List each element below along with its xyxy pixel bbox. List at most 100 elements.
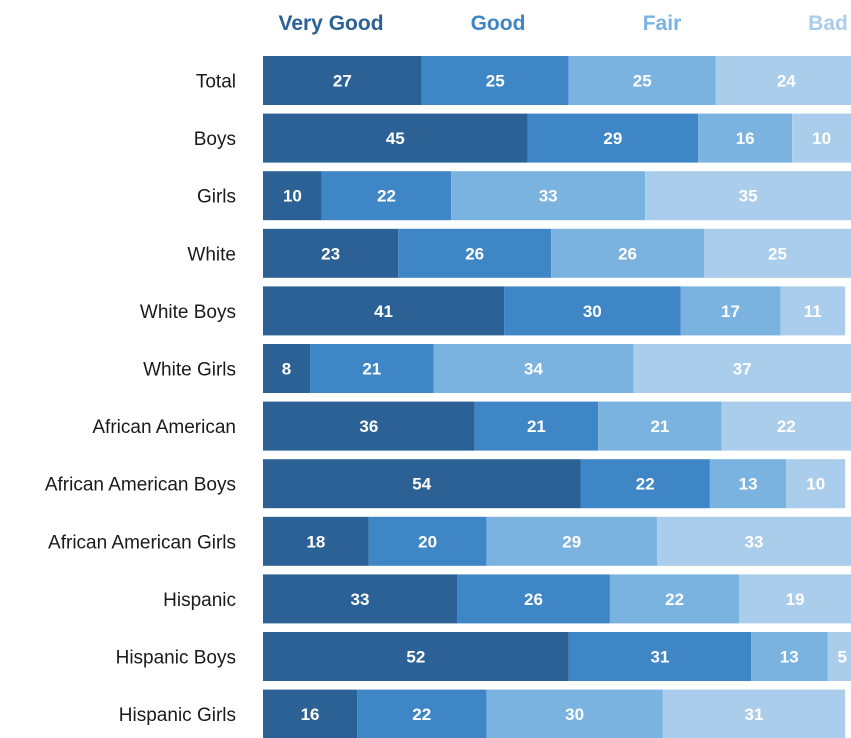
bar-segment [451, 171, 646, 221]
data-label: 30 [565, 705, 584, 724]
bar-segment [310, 344, 434, 393]
bar-segment [263, 113, 528, 163]
bar-segment [645, 171, 851, 221]
data-label: 21 [650, 417, 669, 436]
bar-segment [609, 574, 740, 624]
category-label: African American Girls [48, 532, 236, 553]
data-label: 22 [777, 417, 796, 436]
data-label: 18 [306, 532, 325, 551]
legend-label: Good [471, 12, 526, 35]
data-label: 21 [527, 417, 546, 436]
bar-segment [698, 113, 793, 163]
bar-segment [633, 344, 851, 393]
bar-segment [751, 632, 828, 681]
bar-segment [580, 459, 710, 509]
category-label: African American Boys [45, 475, 236, 496]
data-label: 41 [374, 302, 393, 321]
bar-segment [321, 171, 452, 221]
bar-segment [263, 286, 505, 336]
bar-segment [568, 632, 752, 681]
bar-segment [421, 56, 569, 105]
category-label: White Girls [143, 360, 236, 381]
data-label: 8 [282, 360, 291, 379]
bar-segment [357, 689, 487, 738]
data-label: 35 [739, 187, 758, 206]
bar-segment [263, 632, 569, 681]
legend: Very Good Good Fair Bad [278, 12, 847, 35]
category-label: Girls [197, 187, 236, 208]
data-label: 26 [618, 244, 637, 263]
bar-segment [551, 228, 704, 278]
data-label: 37 [733, 360, 752, 379]
category-label: Hispanic [163, 590, 236, 611]
category-label: African American [92, 417, 236, 438]
data-label: 33 [745, 532, 764, 551]
data-label: 34 [524, 360, 543, 379]
bar-segment [457, 574, 610, 624]
bar-segment [715, 56, 851, 105]
data-label: 31 [650, 648, 669, 667]
bar-segment [263, 459, 581, 509]
bar-segment [263, 56, 422, 105]
data-label: 13 [739, 475, 758, 494]
bar-segment [780, 286, 846, 336]
bar-segment [662, 689, 846, 738]
bar-segment [263, 228, 399, 278]
data-label: 17 [721, 302, 740, 321]
category-label: Hispanic Girls [119, 705, 236, 726]
data-label: 10 [812, 129, 831, 148]
bar-segment [598, 401, 722, 451]
data-label: 16 [301, 705, 320, 724]
bar-segment [368, 516, 487, 566]
category-labels: Total Boys Girls White White Boys White Girls… [45, 72, 236, 727]
bar-segment [786, 459, 846, 509]
bar-segment [486, 516, 657, 566]
data-label: 33 [351, 590, 370, 609]
data-label: 29 [562, 532, 581, 551]
data-label: 10 [283, 187, 302, 206]
data-label: 25 [486, 72, 505, 91]
bar-segment [527, 113, 699, 163]
data-label: 31 [745, 705, 764, 724]
data-label: 21 [362, 360, 381, 379]
bar-segment [504, 286, 681, 336]
bar-segment [486, 689, 663, 738]
bar-segment [263, 344, 311, 393]
bar-segment [474, 401, 599, 451]
category-label: White Boys [140, 302, 236, 323]
data-label: 5 [837, 648, 846, 667]
data-label: 22 [377, 187, 396, 206]
data-label: 20 [418, 532, 437, 551]
category-label: Boys [194, 129, 236, 150]
bar-segment [398, 228, 552, 278]
bar-segment [709, 459, 787, 509]
bar-segment [739, 574, 851, 624]
bar-segment [263, 516, 369, 566]
bar-segment [263, 574, 458, 624]
legend-label: Very Good [278, 12, 383, 35]
data-label: 22 [665, 590, 684, 609]
data-label: 54 [412, 475, 431, 494]
data-label: 25 [633, 72, 652, 91]
data-label: 24 [777, 72, 796, 91]
category-label: White [187, 244, 236, 265]
data-label: 26 [524, 590, 543, 609]
bar-segment [827, 632, 851, 681]
data-label: 52 [406, 648, 425, 667]
bar-segment [656, 516, 851, 566]
data-label: 23 [321, 244, 340, 263]
legend-label: Bad [808, 12, 848, 35]
category-label: Total [196, 72, 236, 93]
data-label: 13 [780, 648, 799, 667]
data-label: 16 [736, 129, 755, 148]
data-label: 22 [636, 475, 655, 494]
data-label: 19 [786, 590, 805, 609]
data-label: 25 [768, 244, 787, 263]
data-label: 22 [412, 705, 431, 724]
bars [263, 56, 851, 738]
bar-segment [792, 113, 851, 163]
data-label: 27 [333, 72, 352, 91]
bar-segment [433, 344, 634, 393]
bar-segment [721, 401, 851, 451]
